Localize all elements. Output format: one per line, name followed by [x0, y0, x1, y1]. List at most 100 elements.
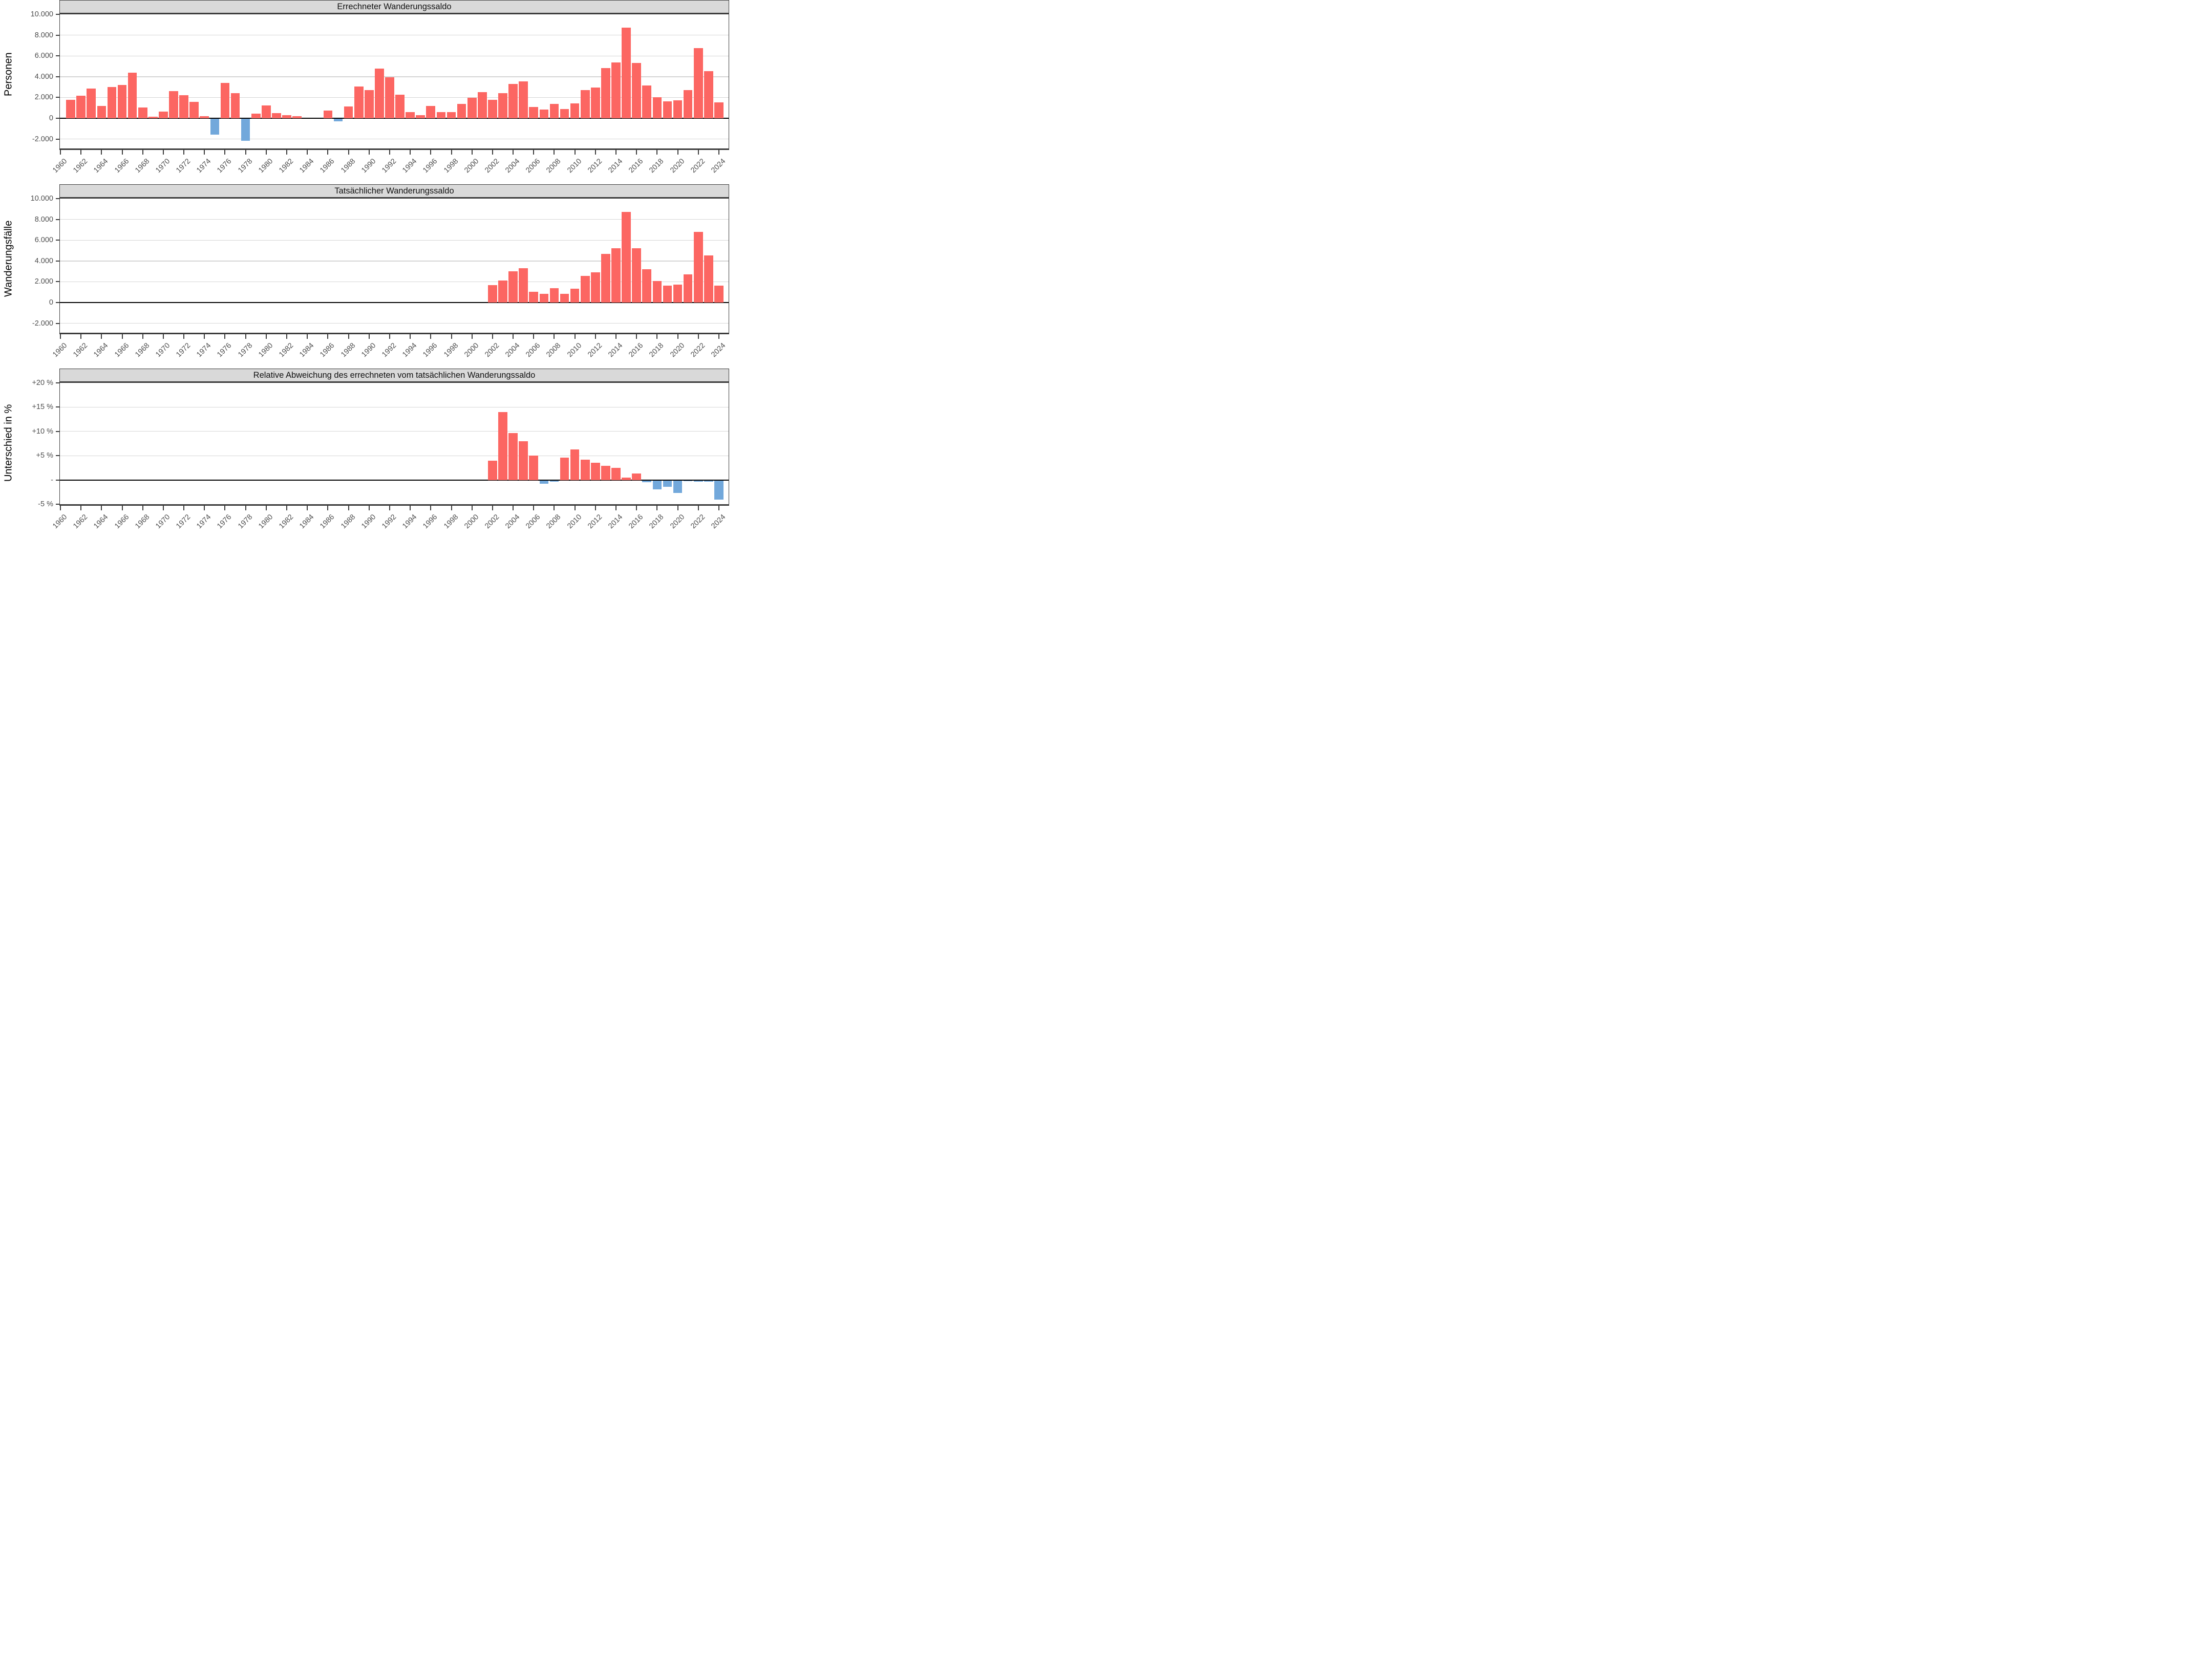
- x-tick-1996: [430, 150, 432, 155]
- panel-errechneter-wanderungssaldo: Personen Errechneter Wanderungssaldo 10.…: [0, 0, 737, 184]
- x-tick-label-2018: 2018: [648, 341, 666, 359]
- y-tick-8000: [56, 34, 60, 36]
- x-tick-1990: [368, 506, 370, 510]
- y-tick-4000: [56, 260, 60, 262]
- x-tick-label-1992: 1992: [380, 341, 398, 359]
- x-tick-2008: [554, 150, 555, 155]
- bar-2005: [519, 81, 528, 119]
- bar-2009: [560, 293, 569, 303]
- bar-1988: [344, 106, 353, 119]
- y-tick-label-0: 0: [49, 114, 53, 123]
- bar-2016: [632, 63, 641, 119]
- x-tick-label-2008: 2008: [545, 513, 563, 531]
- x-tick-label-1974: 1974: [195, 341, 213, 359]
- x-tick-1996: [430, 506, 432, 510]
- panel-tatsaechlicher-wanderungssaldo: Wanderungsfälle Tatsächlicher Wanderungs…: [0, 184, 737, 369]
- x-tick-label-2024: 2024: [710, 157, 728, 175]
- y-tick-label-6000: 6.000: [34, 236, 53, 245]
- x-tick-1962: [80, 506, 82, 510]
- y-tick--5: [56, 504, 60, 505]
- bar-1978: [241, 119, 250, 141]
- zero-line: [60, 118, 729, 119]
- x-tick-label-1980: 1980: [257, 341, 275, 359]
- x-tick-label-1994: 1994: [401, 341, 419, 359]
- x-tick-1992: [389, 506, 390, 510]
- x-tick-2004: [513, 150, 514, 155]
- bar-2009: [560, 109, 569, 119]
- x-tick-1976: [224, 150, 226, 155]
- x-tick-label-1968: 1968: [133, 341, 152, 359]
- x-tick-label-1960: 1960: [51, 157, 69, 175]
- x-tick-2018: [656, 506, 658, 510]
- x-tick-1966: [121, 506, 123, 510]
- bar-1966: [117, 85, 127, 119]
- panel-title: Tatsächlicher Wanderungssaldo: [334, 186, 454, 196]
- x-tick-label-1998: 1998: [442, 341, 460, 359]
- x-tick-1960: [60, 334, 61, 339]
- y-tick-label-10: +10 %: [32, 427, 53, 436]
- bar-1997: [436, 112, 446, 119]
- x-tick-label-1988: 1988: [339, 157, 357, 175]
- x-tick-label-2022: 2022: [689, 341, 707, 359]
- x-tick-label-1978: 1978: [236, 157, 254, 175]
- bar-2020: [673, 480, 683, 493]
- panel-title: Relative Abweichung des errechneten vom …: [253, 370, 536, 380]
- bar-2018: [652, 97, 662, 119]
- y-axis-title-text: Unterschied in %: [3, 404, 14, 482]
- gridline--2000: [60, 323, 729, 324]
- panel-title: Errechneter Wanderungssaldo: [337, 2, 452, 11]
- bar-2021: [683, 90, 693, 119]
- bar-1998: [446, 112, 456, 119]
- x-tick-1964: [101, 150, 102, 155]
- bar-2008: [549, 480, 559, 482]
- x-tick-label-2002: 2002: [483, 513, 501, 531]
- x-tick-2010: [574, 150, 576, 155]
- y-tick-4000: [56, 76, 60, 77]
- x-tick-label-1986: 1986: [318, 157, 336, 175]
- x-tick-2014: [615, 334, 616, 339]
- x-tick-label-2002: 2002: [483, 341, 501, 359]
- x-tick-1994: [410, 334, 411, 339]
- x-tick-1992: [389, 150, 390, 155]
- x-tick-1994: [410, 150, 411, 155]
- y-tick-0: [56, 118, 60, 119]
- x-tick-label-1982: 1982: [278, 341, 295, 359]
- x-tick-1972: [183, 334, 185, 339]
- bar-2023: [704, 255, 713, 303]
- bar-2004: [508, 84, 518, 119]
- x-tick-label-2000: 2000: [462, 157, 481, 175]
- x-tick-label-2000: 2000: [462, 341, 481, 359]
- x-tick-label-1984: 1984: [298, 157, 316, 175]
- bar-2006: [529, 456, 539, 480]
- x-tick-label-2004: 2004: [504, 341, 522, 359]
- bar-1994: [406, 112, 415, 119]
- bar-2007: [539, 109, 549, 119]
- x-tick-label-1996: 1996: [421, 341, 439, 359]
- x-tick-label-1964: 1964: [92, 341, 110, 359]
- x-tick-label-2006: 2006: [524, 513, 542, 531]
- y-tick-8000: [56, 219, 60, 220]
- x-tick-label-2000: 2000: [462, 513, 481, 531]
- x-tick-label-1960: 1960: [51, 341, 69, 359]
- bar-1965: [107, 87, 117, 119]
- x-tick-label-2012: 2012: [586, 513, 604, 531]
- x-tick-label-2018: 2018: [648, 513, 666, 531]
- bar-2007: [539, 480, 549, 484]
- x-tick-1970: [162, 506, 164, 510]
- y-tick-5: [56, 455, 60, 457]
- x-tick-1976: [224, 334, 226, 339]
- x-tick-1982: [286, 150, 288, 155]
- bar-1982: [282, 115, 291, 119]
- x-tick-2018: [656, 334, 658, 339]
- x-tick-2024: [718, 506, 719, 510]
- x-tick-label-1984: 1984: [298, 513, 316, 531]
- bar-2012: [590, 272, 600, 303]
- bar-2017: [642, 269, 652, 303]
- x-tick-1998: [451, 334, 452, 339]
- bar-2015: [622, 28, 631, 119]
- plot-area-abweichung: +20 % +15 % +10 % +5 % - -5 % 1960 1962 1964 1966…: [32, 379, 729, 530]
- x-tick-1962: [80, 150, 82, 155]
- bar-2017: [642, 480, 652, 483]
- bar-1973: [189, 101, 199, 119]
- x-tick-1980: [265, 150, 267, 155]
